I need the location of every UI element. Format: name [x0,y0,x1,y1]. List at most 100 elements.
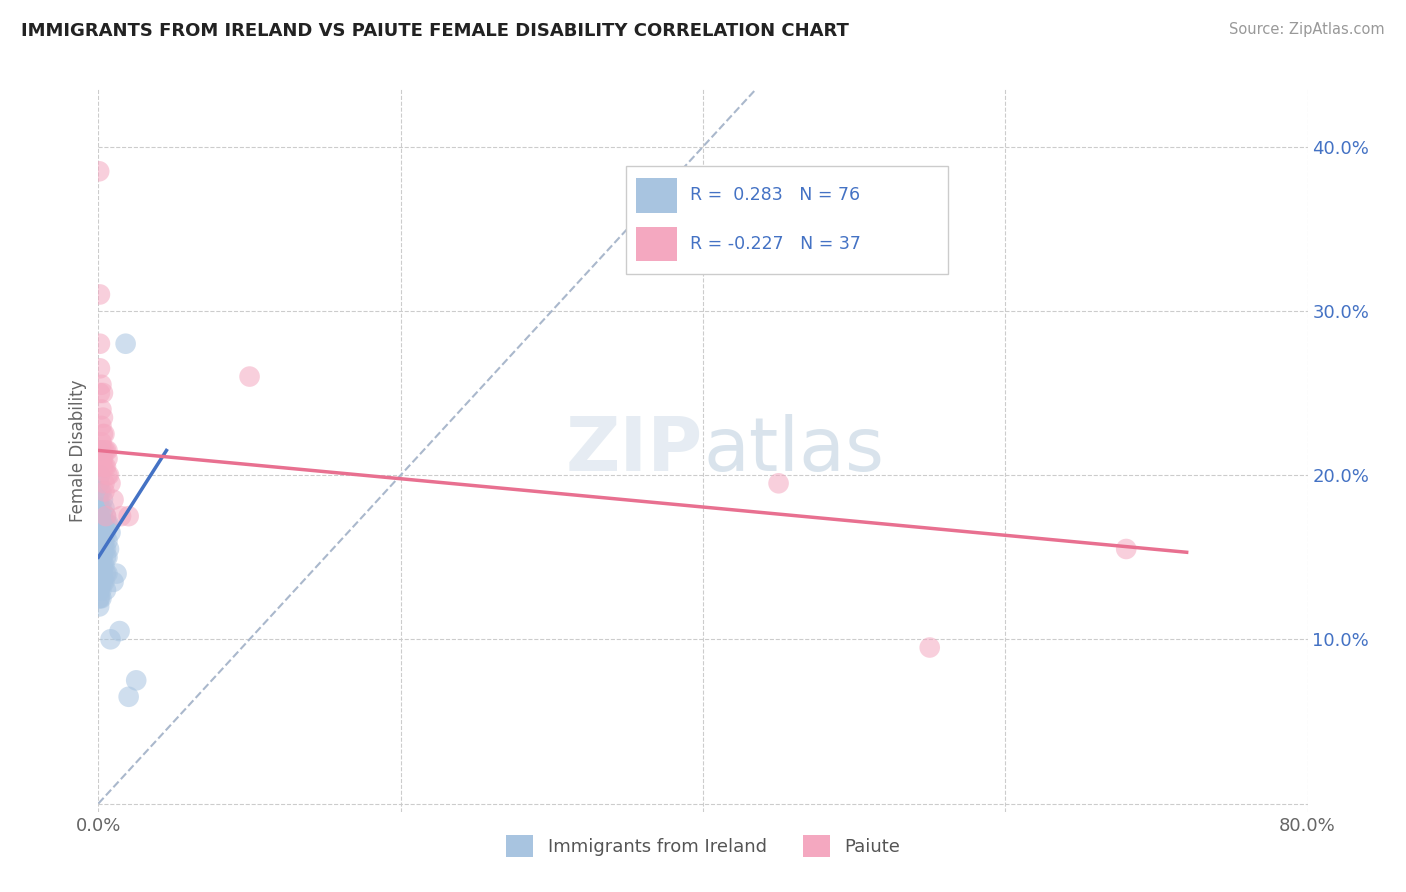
Point [94,541,117,556]
Point [93,533,115,548]
Point [91,451,114,466]
Point [93,525,115,540]
Point [90,566,112,581]
Point [90,558,112,573]
Point [89,509,111,524]
Point [91,541,114,556]
Point [94,566,117,581]
Point [89,566,111,581]
Point [89,443,111,458]
Point [96,517,118,532]
Point [1115,541,1137,556]
Point [89,533,111,548]
Legend: Immigrants from Ireland, Paiute: Immigrants from Ireland, Paiute [499,828,907,864]
Point [98,517,121,532]
Point [93,558,115,573]
Point [90,500,112,515]
Point [94,443,117,458]
Point [114,336,136,351]
Point [96,468,118,483]
Point [91,459,114,474]
Point [89,476,111,491]
Point [89,164,111,178]
Point [89,517,111,532]
Point [90,418,112,433]
Point [100,632,122,647]
Point [90,550,112,565]
Text: Source: ZipAtlas.com: Source: ZipAtlas.com [1229,22,1385,37]
Point [93,427,115,442]
Point [118,509,141,524]
Point [96,443,118,458]
Point [918,640,941,655]
Point [89,591,111,606]
Point [89,525,111,540]
Point [90,525,112,540]
Y-axis label: Female Disability: Female Disability [69,379,87,522]
Point [105,566,128,581]
FancyBboxPatch shape [636,178,678,212]
Point [89,492,111,507]
Point [90,484,112,499]
Point [89,582,111,597]
Point [90,533,112,548]
Point [89,500,111,515]
Point [89,533,111,548]
Point [89,558,111,573]
Point [89,574,111,589]
Point [89,566,111,581]
Point [90,443,112,458]
Point [90,377,112,392]
Point [96,533,118,548]
Point [96,451,118,466]
Point [89,582,111,597]
Point [98,541,121,556]
Point [93,459,115,474]
Point [94,550,117,565]
FancyBboxPatch shape [636,227,678,261]
Point [91,574,114,589]
Point [93,541,115,556]
Point [98,468,121,483]
Point [90,455,112,469]
Point [768,476,790,491]
Point [89,484,111,499]
Point [91,410,114,425]
Point [103,492,125,507]
Point [91,517,114,532]
Point [91,386,114,401]
Point [93,443,115,458]
Point [89,574,111,589]
Point [94,525,117,540]
Text: R = -0.227   N = 37: R = -0.227 N = 37 [690,235,860,252]
Point [94,459,117,474]
Point [90,541,112,556]
Point [93,500,115,515]
Point [100,476,122,491]
Point [89,591,111,606]
Point [90,591,112,606]
Point [89,599,111,614]
Point [103,574,125,589]
Text: atlas: atlas [703,414,884,487]
Point [93,517,115,532]
Point [93,574,115,589]
Point [93,484,115,499]
FancyBboxPatch shape [626,166,948,274]
Point [89,558,111,573]
Point [89,468,111,483]
Point [89,525,111,540]
Point [89,386,111,401]
Point [118,690,141,704]
Text: IMMIGRANTS FROM IRELAND VS PAIUTE FEMALE DISABILITY CORRELATION CHART: IMMIGRANTS FROM IRELAND VS PAIUTE FEMALE… [21,22,849,40]
Point [94,509,117,524]
Point [94,509,117,524]
Text: ZIP: ZIP [565,414,703,487]
Point [91,558,114,573]
Point [89,509,111,524]
Point [239,369,262,384]
Text: R =  0.283   N = 76: R = 0.283 N = 76 [690,186,860,204]
Point [91,566,114,581]
Point [89,287,111,301]
Point [91,427,114,442]
